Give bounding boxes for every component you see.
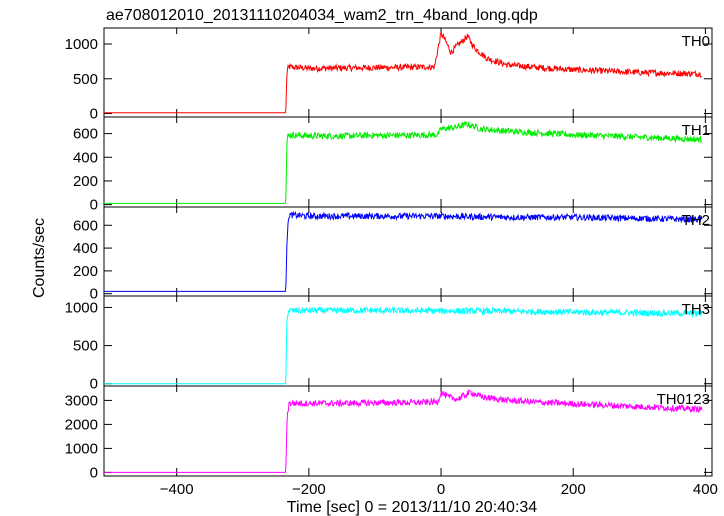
y-tick-label: 1000 bbox=[65, 36, 98, 53]
series-line-th2 bbox=[104, 210, 703, 292]
y-tick-label: 0 bbox=[90, 106, 98, 123]
panel-th2: 0 200 400 600 TH2 bbox=[73, 206, 713, 303]
y-tick-label: 1000 bbox=[65, 440, 98, 457]
panel-th1: 0 200 400 600 TH1 bbox=[73, 116, 713, 214]
series-label: TH0123 bbox=[657, 391, 710, 408]
y-tick-label: 0 bbox=[90, 197, 98, 214]
panels: 0 500 1000 TH0 0 200 400 600 TH1 0 200 400 600 TH2 0 50… bbox=[65, 27, 713, 481]
x-tick-label: 400 bbox=[693, 481, 718, 498]
panel-th0: 0 500 1000 TH0 bbox=[65, 27, 713, 123]
panel-th0123: 0 1000 2000 3000 TH0123 bbox=[65, 385, 713, 481]
y-tick-label: 400 bbox=[73, 240, 98, 257]
y-tick-label: 0 bbox=[90, 376, 98, 393]
y-tick-label: 1000 bbox=[65, 299, 98, 316]
y-tick-label: 200 bbox=[73, 263, 98, 280]
y-tick-label: 0 bbox=[90, 464, 98, 481]
series-line-th1 bbox=[104, 121, 703, 204]
series-label: TH0 bbox=[682, 33, 710, 50]
x-tick-label: 0 bbox=[437, 481, 445, 498]
x-tick-label: −400 bbox=[160, 481, 194, 498]
series-label: TH1 bbox=[682, 122, 710, 139]
y-tick-label: 3000 bbox=[65, 392, 98, 409]
y-tick-label: 0 bbox=[90, 286, 98, 303]
series-line-th0 bbox=[104, 30, 703, 114]
y-tick-label: 2000 bbox=[65, 416, 98, 433]
panel-frame bbox=[103, 385, 713, 477]
x-axis: −400 −200 0 200 400 bbox=[160, 481, 718, 498]
x-tick-label: −200 bbox=[292, 481, 326, 498]
panel-frame bbox=[103, 116, 713, 208]
chart-title: ae708012010_20131110204034_wam2_trn_4ban… bbox=[106, 7, 538, 24]
panel-th3: 0 500 1000 TH3 bbox=[65, 295, 713, 393]
y-axis-label: Counts/sec bbox=[31, 218, 48, 298]
y-tick-label: 500 bbox=[73, 338, 98, 355]
x-axis-label: Time [sec] 0 = 2013/11/10 20:40:34 bbox=[287, 499, 537, 516]
y-tick-label: 600 bbox=[73, 126, 98, 143]
y-tick-label: 500 bbox=[73, 71, 98, 88]
y-tick-label: 200 bbox=[73, 173, 98, 190]
series-line-th0123 bbox=[104, 389, 703, 473]
y-tick-label: 600 bbox=[73, 217, 98, 234]
series-line-th3 bbox=[104, 306, 703, 385]
x-tick-label: 200 bbox=[561, 481, 586, 498]
series-label: TH2 bbox=[682, 212, 710, 229]
y-tick-label: 400 bbox=[73, 149, 98, 166]
series-label: TH3 bbox=[682, 301, 710, 318]
